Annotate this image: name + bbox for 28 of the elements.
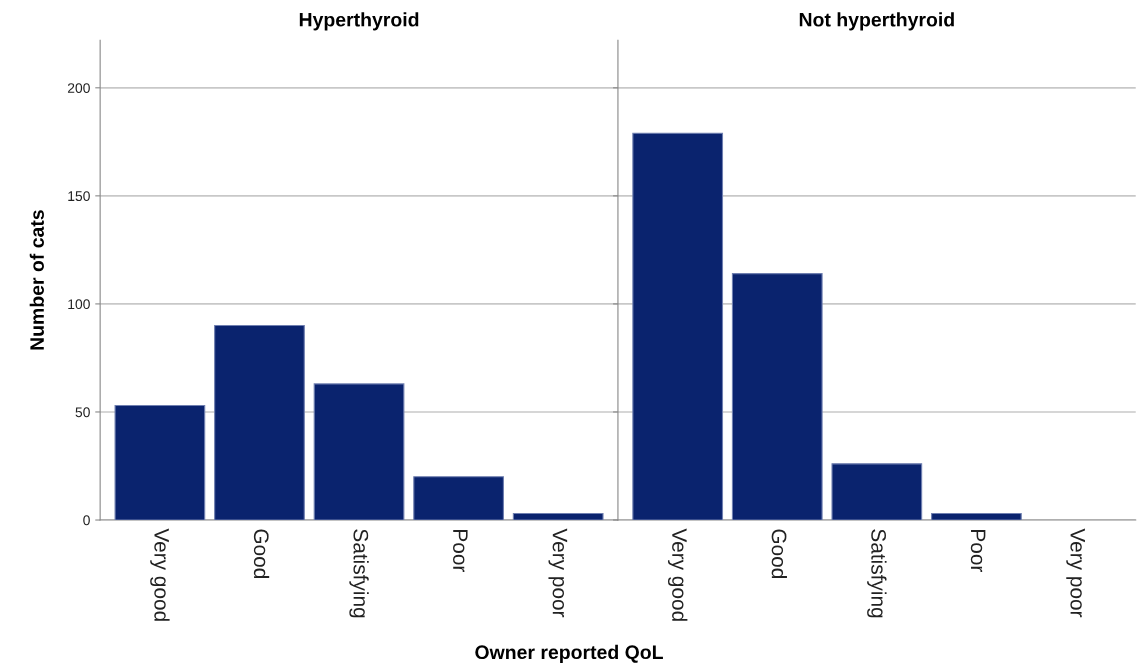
bar <box>931 512 1022 521</box>
x-tick-label: Poor <box>453 530 468 573</box>
y-axis-title: Number of cats <box>29 210 44 350</box>
y-tick-label: 50 <box>75 407 90 418</box>
bar <box>632 132 724 521</box>
x-tick-label: Good <box>253 529 270 578</box>
bar <box>831 463 923 521</box>
bar <box>731 273 823 521</box>
y-tick-label: 0 <box>83 515 90 526</box>
chart-title: Hyperthyroid <box>299 12 419 31</box>
x-tick-label: Satisfying <box>349 529 369 618</box>
x-tick-label: Very poor <box>548 528 568 618</box>
x-tick-label: Very poor <box>1066 528 1085 618</box>
bar <box>413 476 504 521</box>
y-tick-label: 100 <box>68 299 90 310</box>
x-tick-label: Good <box>771 529 787 578</box>
x-tick-label: Poor <box>970 530 986 573</box>
bar <box>214 324 305 521</box>
bar <box>114 404 206 521</box>
chart-title: Not hyperthyroid <box>799 12 954 31</box>
y-tick-label: 150 <box>68 191 90 202</box>
x-axis-title: Owner reported QoL <box>475 644 663 663</box>
x-tick-label: Very good <box>667 528 688 621</box>
x-tick-label: Very good <box>150 528 170 621</box>
bar <box>313 383 405 521</box>
y-tick-label: 200 <box>67 83 90 93</box>
bar <box>512 512 604 521</box>
x-tick-label: Satisfying <box>867 529 887 618</box>
